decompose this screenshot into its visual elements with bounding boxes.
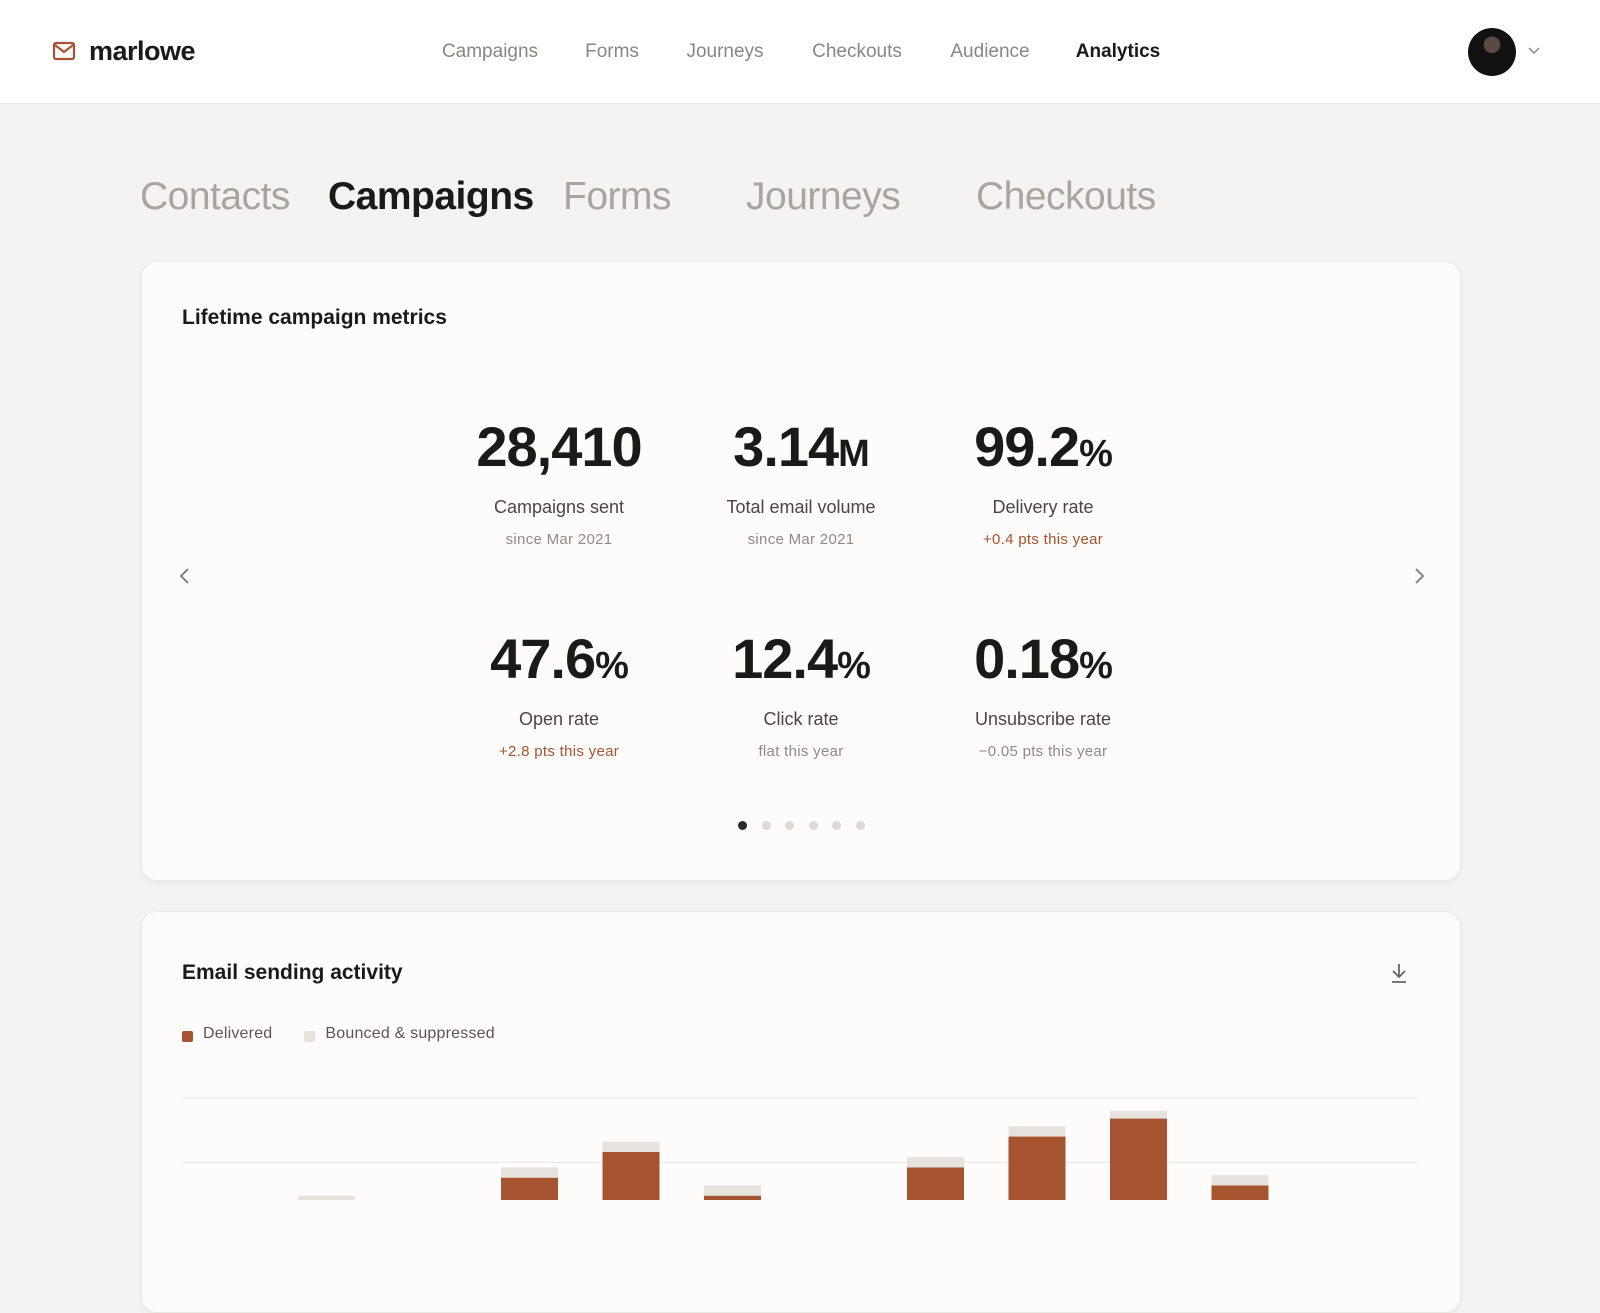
metric-unit: % [1079,645,1113,687]
metric-number: 0.18 [974,627,1080,690]
metric-note: since Mar 2021 [505,531,613,548]
metric-value: 12.4% [732,626,871,691]
nav-link[interactable]: Checkouts [812,41,902,62]
bar-segment [704,1195,761,1200]
bar-segment [501,1167,558,1178]
bar-segment [907,1167,964,1200]
legend-label: Bounced & suppressed [325,1025,495,1042]
bar-segment [501,1177,558,1200]
metric-value: 0.18% [974,626,1113,691]
metric-number: 3.14 [733,415,839,478]
metric-note: flat this year [758,743,844,760]
bar-segment [1008,1136,1066,1200]
card-title: Lifetime campaign metrics [182,306,447,329]
metric-label: Delivery rate [992,497,1094,517]
chart [182,1097,1418,1200]
metric-unit: % [1079,433,1113,475]
legend-label: Delivered [203,1025,273,1042]
metric-number: 28,410 [476,415,642,478]
metric-value: 28,410 [476,414,642,479]
pager-dot[interactable] [738,821,747,830]
bar-segment [298,1195,355,1200]
tab[interactable]: Checkouts [976,175,1156,218]
tab[interactable]: Contacts [140,175,290,218]
top-bar: marlowe Campaigns Forms Journeys Checkouts A… [0,0,1600,104]
nav-link[interactable]: Audience [950,41,1030,62]
metric-label: Total email volume [726,497,876,517]
metric-note: since Mar 2021 [747,531,855,548]
metrics-card: Lifetime campaign metrics 28,410 Campaign… [141,261,1461,881]
metric-label: Open rate [518,709,600,729]
metric-unit: % [837,645,871,687]
pager-dot[interactable] [856,821,865,830]
card-title: Email sending activity [182,961,403,984]
metric-number: 47.6 [490,627,596,690]
metric-unit: M [838,433,870,475]
metric-label: Unsubscribe rate [974,709,1112,729]
bar-segment [602,1151,660,1200]
bar-segment [1110,1110,1167,1119]
nav-link[interactable]: Journeys [686,41,764,62]
tab[interactable]: Forms [563,175,672,218]
menu-chevron[interactable] [1528,47,1540,55]
bar-segment [1110,1118,1167,1200]
legend-swatch [304,1031,316,1042]
bar-segment [704,1185,761,1196]
metric-note: −0.05 pts this year [978,743,1108,760]
bar-segment [1008,1126,1066,1137]
bar-segment [1211,1185,1269,1200]
bar-segment [907,1157,964,1168]
metric-number: 12.4 [732,627,838,690]
legend-swatch [182,1031,193,1042]
metric-note: +0.4 pts this year [982,531,1104,548]
metric-label: Click rate [763,709,839,729]
nav-link[interactable]: Campaigns [441,41,539,62]
pager-dot[interactable] [832,821,842,830]
brand: marlowe [89,36,196,66]
metric-value: 3.14M [733,414,870,479]
metric-note: +2.8 pts this year [498,743,620,760]
tab[interactable]: Campaigns [328,175,534,218]
metric-unit: % [595,645,629,687]
metric-value: 99.2% [974,414,1113,479]
avatar[interactable] [1468,28,1516,76]
pager-dot[interactable] [785,821,795,830]
pager-dot[interactable] [808,821,818,830]
download-icon[interactable] [1389,962,1409,984]
metric-label: Campaigns sent [493,497,625,517]
tab[interactable]: Journeys [746,175,901,218]
nav-link[interactable]: Analytics [1075,41,1161,62]
nav-link[interactable]: Forms [585,41,639,62]
bar-segment [602,1141,660,1152]
metric-number: 99.2 [974,415,1080,478]
bar-segment [1211,1175,1269,1186]
next-arrow[interactable] [1412,567,1426,585]
logo-icon [52,41,76,61]
metric-value: 47.6% [490,626,629,691]
pager-dot[interactable] [761,821,771,830]
prev-arrow[interactable] [178,567,192,585]
